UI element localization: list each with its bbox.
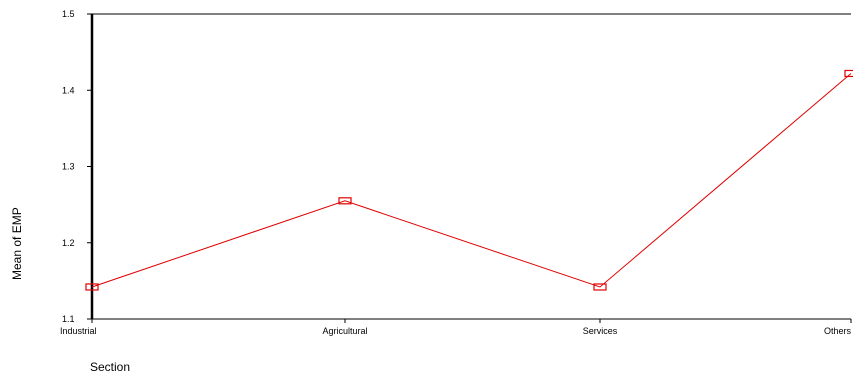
x-tick-label: Services [583,326,618,336]
x-tick-label: Others [824,326,852,336]
y-axis-ticks: 1.1 1.2 1.3 1.4 1.5 [62,9,92,324]
x-tick-label: Agricultural [322,326,367,336]
data-point-marker [85,283,99,291]
plot-frame [90,13,851,320]
data-point-marker [593,283,607,291]
data-point-marker [844,69,853,78]
y-tick-label: 1.1 [62,314,75,324]
series-line [91,73,852,288]
y-tick-label: 1.5 [62,9,75,19]
y-tick-label: 1.4 [62,85,75,95]
y-tick-label: 1.2 [62,238,75,248]
x-axis-ticks: Industrial Agricultural Services Others [60,319,852,336]
y-axis-title: Mean of EMP [10,207,24,280]
x-tick-label: Industrial [60,326,97,336]
data-point-marker [338,197,352,205]
x-axis-title: Section [90,360,130,374]
series-layer [85,69,853,291]
y-tick-label: 1.3 [62,162,75,172]
